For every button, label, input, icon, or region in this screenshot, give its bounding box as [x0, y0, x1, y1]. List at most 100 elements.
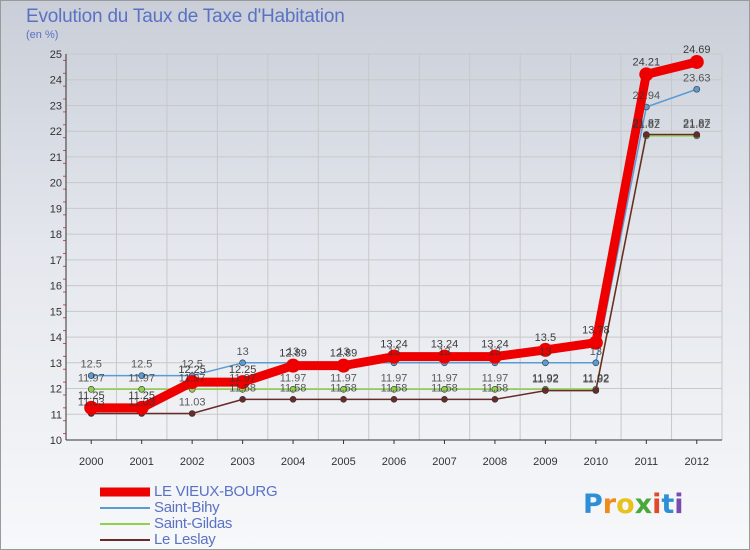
x-tick-label: 2004	[281, 456, 305, 468]
data-point	[239, 359, 246, 367]
data-label: 11.25	[128, 390, 155, 402]
logo-letter: x	[634, 489, 653, 520]
data-label: 11.58	[381, 382, 408, 394]
data-point	[87, 386, 95, 393]
data-point	[390, 386, 398, 393]
x-tick-label: 2005	[331, 456, 355, 468]
data-label: 21.82	[683, 119, 711, 131]
logo-letter: P	[583, 489, 603, 520]
data-label: 22.94	[633, 90, 661, 102]
y-tick-label: 17	[50, 255, 62, 267]
data-point	[588, 335, 603, 350]
y-tick-label: 22	[50, 126, 62, 138]
logo-letter: i	[652, 489, 662, 520]
x-tick-label: 2008	[483, 456, 507, 468]
data-label: 11.97	[229, 372, 256, 384]
y-tick-label: 16	[50, 281, 62, 293]
data-label: 11.97	[78, 372, 105, 384]
data-point	[441, 386, 448, 393]
data-label: 12.89	[279, 348, 307, 360]
data-label: 13	[287, 346, 299, 358]
data-point	[336, 358, 351, 373]
data-label: 11.97	[381, 372, 408, 384]
y-tick-label: 11	[51, 409, 62, 421]
data-point	[643, 131, 650, 138]
x-tick-label: 2007	[432, 456, 456, 468]
data-point	[235, 375, 250, 390]
data-label: 12.5	[181, 359, 202, 371]
legend-label: Saint-Gildas	[154, 515, 233, 532]
data-label: 12.25	[178, 364, 206, 376]
data-point	[491, 396, 499, 403]
data-label: 12.25	[229, 364, 257, 376]
data-point	[639, 67, 654, 82]
data-label: 11.97	[179, 372, 206, 384]
legend-swatch	[100, 523, 150, 525]
data-label: 11.92	[582, 374, 609, 386]
chart-subtitle: (en %)	[26, 29, 59, 41]
data-label: 21.87	[683, 118, 711, 130]
data-point	[289, 396, 297, 403]
y-tick-label: 13	[50, 358, 62, 370]
data-point	[487, 349, 502, 364]
data-point	[289, 386, 297, 393]
logo-letter: i	[674, 489, 684, 520]
data-label: 11.03	[179, 396, 206, 408]
data-label: 12.5	[131, 359, 152, 371]
proxiti-logo: Proxiti	[583, 489, 684, 520]
data-point	[592, 387, 600, 394]
data-label: 13.24	[380, 339, 408, 351]
logo-letter: r	[602, 489, 617, 520]
data-label: 13	[539, 346, 551, 358]
legend-swatch	[100, 539, 150, 541]
y-tick-label: 10	[50, 435, 62, 447]
data-label: 13.24	[431, 339, 459, 351]
data-point	[138, 386, 145, 393]
data-point	[138, 372, 145, 379]
y-tick-label: 19	[50, 203, 62, 215]
y-tick-label: 24	[50, 75, 62, 87]
data-point	[340, 396, 347, 403]
data-label: 13	[590, 346, 602, 358]
data-point	[693, 131, 701, 138]
logo-letter: t	[661, 489, 675, 520]
y-tick-label: 23	[50, 100, 62, 112]
data-point	[185, 375, 200, 390]
data-point	[689, 54, 704, 69]
y-tick-label: 18	[50, 229, 62, 241]
data-label: 11.58	[482, 382, 509, 394]
data-point	[542, 387, 549, 394]
x-tick-label: 2003	[230, 456, 254, 468]
data-label: 13	[388, 346, 400, 358]
data-point	[390, 396, 398, 403]
data-label: 11.97	[330, 372, 357, 384]
data-label: 11.97	[128, 372, 155, 384]
y-tick-label: 21	[50, 152, 62, 164]
data-point	[441, 396, 448, 403]
y-tick-label: 20	[50, 178, 62, 190]
legend-swatch	[100, 487, 150, 497]
axis-layer: 10 11 12 13 14 15 16 17 18 19 20 21 22 23 24 25 2000 2001…	[50, 49, 722, 468]
data-label: 12.5	[81, 359, 102, 371]
legend-label: Saint-Bihy	[154, 499, 220, 516]
data-point	[491, 386, 499, 393]
logo-letter: o	[616, 489, 635, 520]
data-label: 13	[337, 346, 349, 358]
data-label: 11.92	[532, 374, 559, 386]
series-layer	[84, 54, 704, 417]
data-label: 11.92	[582, 372, 609, 384]
data-label: 11.58	[431, 382, 458, 394]
data-point	[538, 342, 553, 357]
data-label: 13.5	[535, 332, 556, 344]
x-tick-label: 2000	[79, 456, 103, 468]
data-label: 11.92	[532, 372, 559, 384]
x-tick-label: 2011	[634, 456, 658, 468]
x-tick-label: 2006	[382, 456, 406, 468]
data-label: 11.25	[78, 390, 105, 402]
data-label: 11.97	[431, 372, 458, 384]
data-point	[542, 359, 549, 367]
data-label: 24.21	[633, 56, 661, 68]
y-tick-label: 15	[50, 306, 62, 318]
data-point	[387, 349, 401, 364]
